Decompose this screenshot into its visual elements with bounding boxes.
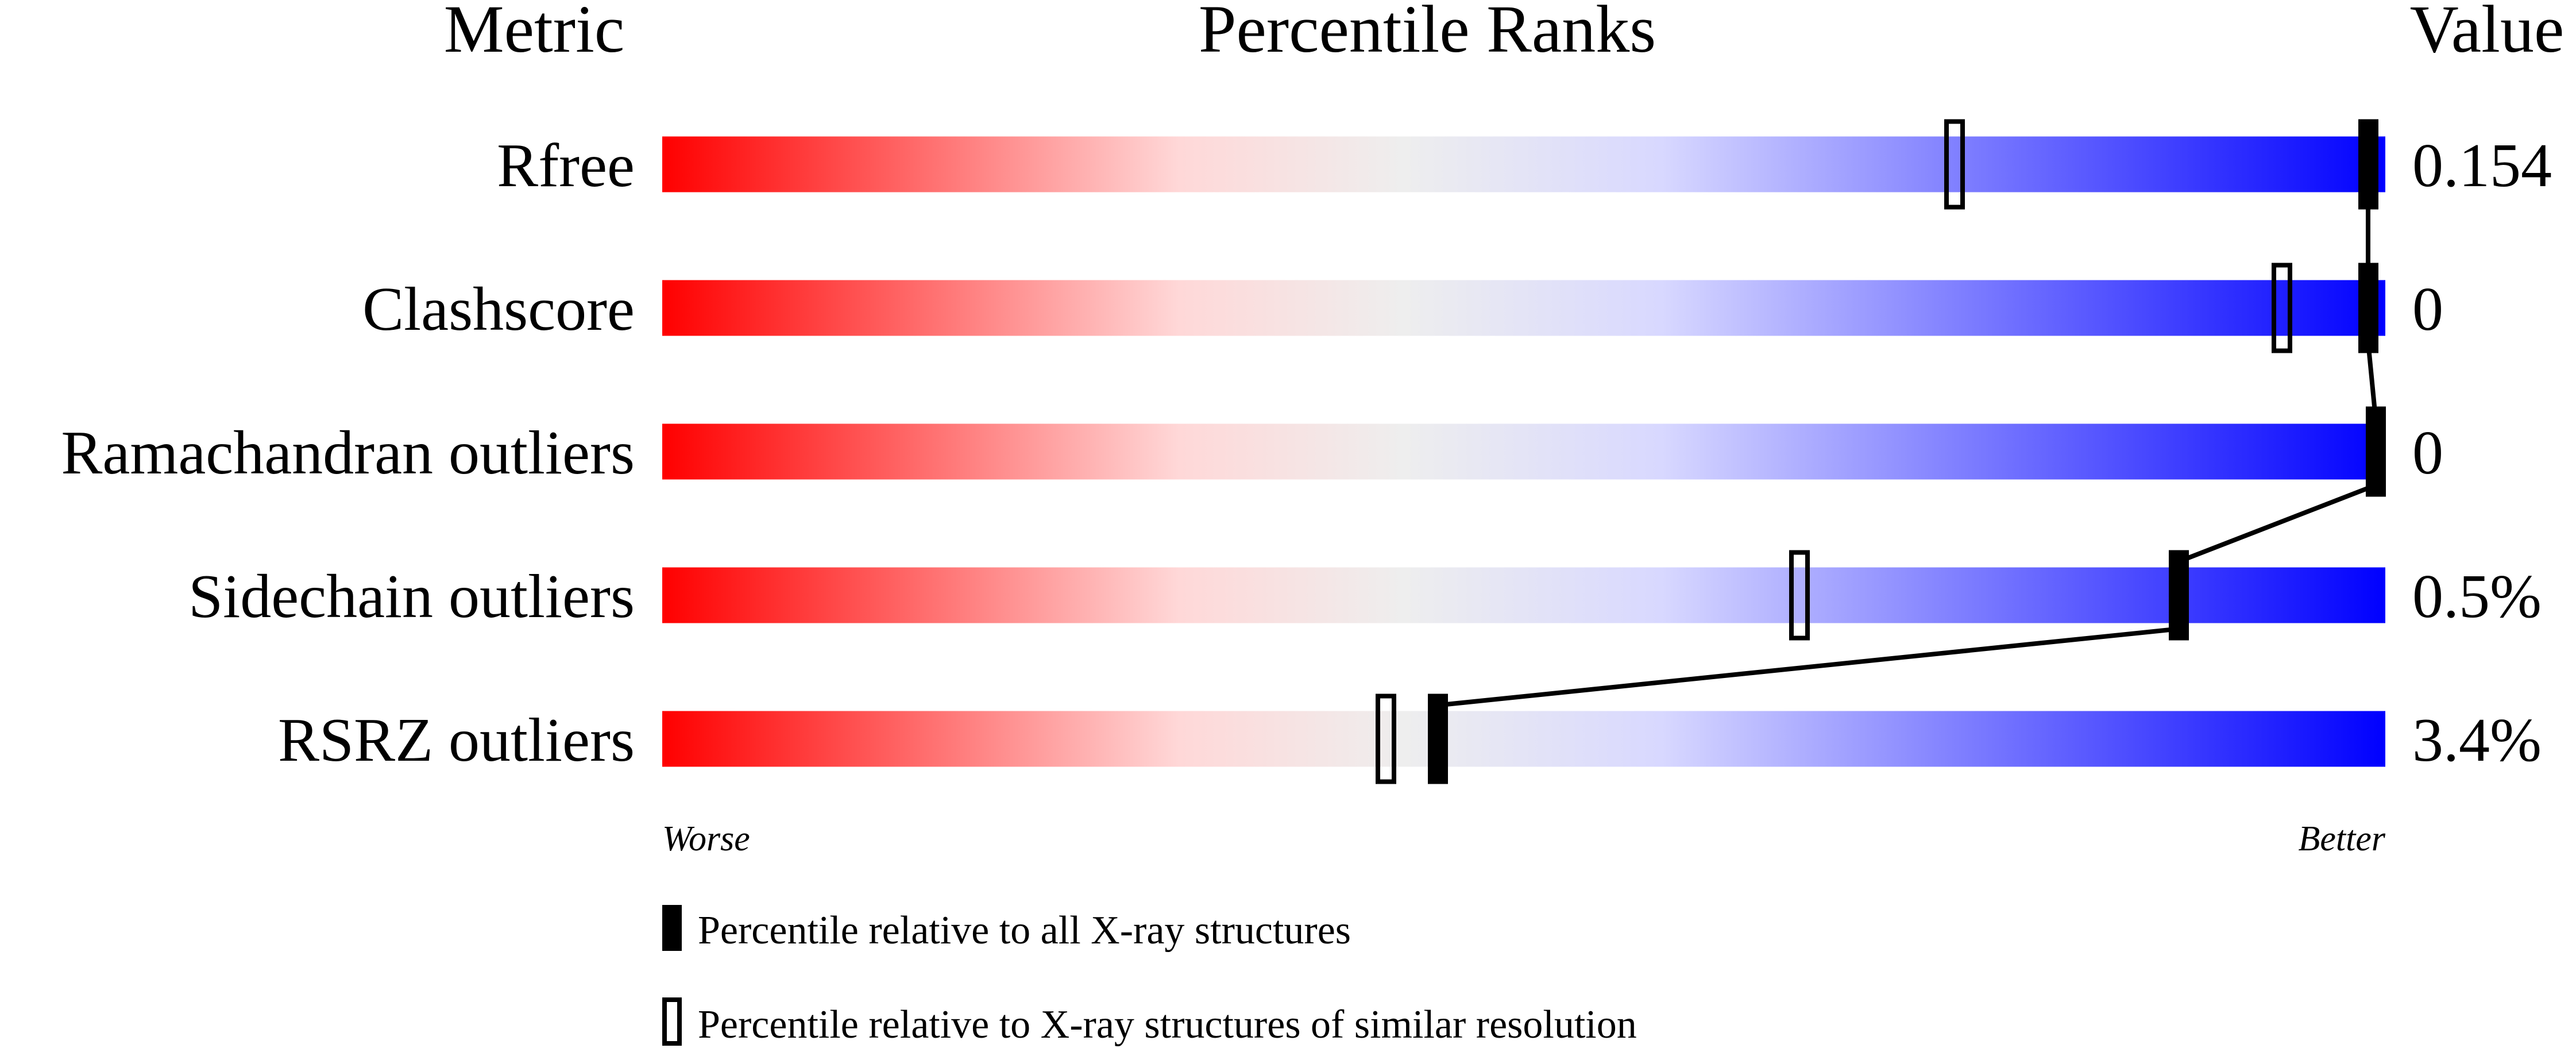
metric-value: 0 bbox=[2412, 419, 2443, 487]
marker-all-structures bbox=[2366, 406, 2386, 497]
percentile-bar bbox=[662, 567, 2385, 623]
marker-all-structures bbox=[1428, 693, 1448, 784]
metric-label: Sidechain outliers bbox=[188, 562, 635, 631]
header-value: Value bbox=[2410, 0, 2565, 67]
connector-line bbox=[2366, 341, 2378, 418]
marker-all-structures bbox=[2358, 263, 2378, 353]
connector-line bbox=[2177, 483, 2377, 564]
legend-open-label: Percentile relative to X-ray structures … bbox=[698, 1003, 1637, 1047]
axis-worse-label: Worse bbox=[662, 819, 750, 858]
header-ranks: Percentile Ranks bbox=[1199, 0, 1656, 67]
metric-value: 3.4% bbox=[2412, 706, 2542, 775]
metric-label: Rfree bbox=[497, 132, 635, 200]
metric-label: Ramachandran outliers bbox=[61, 419, 635, 487]
axis-better-label: Better bbox=[2299, 819, 2386, 858]
legend-open-marker bbox=[662, 997, 682, 1046]
header-metric: Metric bbox=[444, 0, 625, 67]
metric-label: Clashscore bbox=[362, 275, 635, 344]
marker-similar-resolution bbox=[1789, 550, 1810, 641]
marker-all-structures bbox=[2169, 550, 2189, 641]
marker-similar-resolution bbox=[2272, 263, 2292, 353]
percentile-bar bbox=[662, 280, 2385, 336]
marker-similar-resolution bbox=[1944, 119, 1965, 210]
metric-label: RSRZ outliers bbox=[278, 706, 635, 775]
marker-similar-resolution bbox=[1376, 693, 1396, 784]
metric-value: 0.5% bbox=[2412, 562, 2542, 631]
legend-filled-label: Percentile relative to all X-ray structu… bbox=[698, 908, 1351, 953]
legend-filled-marker bbox=[662, 905, 682, 951]
metric-value: 0.154 bbox=[2412, 132, 2552, 200]
percentile-bar bbox=[662, 711, 2385, 767]
connector-line bbox=[1437, 626, 2179, 708]
percentile-bar bbox=[662, 423, 2385, 480]
metric-value: 0 bbox=[2412, 275, 2443, 344]
legend: Percentile relative to all X-ray structu… bbox=[662, 905, 1637, 1047]
percentile-bar bbox=[662, 136, 2385, 192]
marker-all-structures bbox=[2358, 119, 2378, 210]
